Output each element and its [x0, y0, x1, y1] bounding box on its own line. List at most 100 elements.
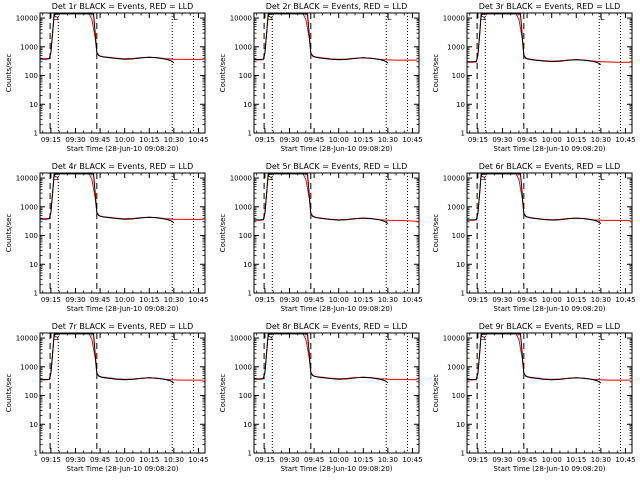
marker-label-l: L — [173, 13, 178, 22]
panel-title: Det 2r BLACK = Events, RED = LLD — [266, 2, 408, 11]
panel-title: Det 4r BLACK = Events, RED = LLD — [52, 162, 194, 171]
y-tick-label: 10 — [29, 101, 38, 109]
series-line-events — [254, 333, 389, 384]
y-tick-label: 100 — [239, 232, 252, 240]
series-line-events — [40, 173, 175, 224]
x-tick-label: 09:15 — [41, 456, 61, 464]
y-tick-label: 10 — [243, 421, 252, 429]
series-line-lld — [254, 333, 418, 381]
marker-label-l: L — [387, 13, 392, 22]
y-tick-label: 100 — [452, 72, 465, 80]
y-tick-label: 10000 — [443, 335, 465, 343]
panel-6: Det 6r BLACK = Events, RED = LLD Counts/s… — [432, 162, 636, 313]
series-line-events — [254, 173, 389, 225]
x-tick-label: 10:30 — [591, 136, 611, 144]
y-tick-label: 100 — [452, 232, 465, 240]
y-tick-label: 10000 — [230, 175, 252, 183]
y-axis-label: Counts/sec — [5, 54, 13, 93]
y-tick-label: 10000 — [443, 15, 465, 23]
series-line-events — [467, 333, 602, 384]
panel-title: Det 9r BLACK = Events, RED = LLD — [479, 322, 621, 331]
y-tick-label: 1 — [461, 290, 465, 298]
series-line-events — [467, 173, 602, 225]
panel-7: Det 7r BLACK = Events, RED = LLD Counts/s… — [5, 322, 209, 473]
x-tick-label: 09:30 — [279, 456, 299, 464]
panel-1: Det 1r BLACK = Events, RED = LLD Counts/s… — [5, 2, 209, 153]
plot-frame — [253, 12, 420, 134]
x-tick-label: 10:45 — [402, 296, 422, 304]
marker-label-l: L — [173, 333, 178, 342]
panel-title: Det 5r BLACK = Events, RED = LLD — [266, 162, 408, 171]
panel-title: Det 7r BLACK = Events, RED = LLD — [52, 322, 194, 331]
y-tick-label: 1000 — [447, 43, 465, 51]
x-tick-label: 09:15 — [468, 136, 488, 144]
series-line-events — [40, 333, 175, 384]
y-tick-label: 10 — [456, 421, 465, 429]
y-tick-label: 100 — [25, 392, 38, 400]
x-axis-label: Start Time (28-Jun-10 09:08:20) — [281, 465, 393, 473]
y-axis-label: Counts/sec — [219, 54, 227, 93]
panel-5: Det 5r BLACK = Events, RED = LLD Counts/s… — [219, 162, 423, 313]
y-tick-label: 10 — [456, 261, 465, 269]
x-tick-label: 10:15 — [353, 296, 373, 304]
panel-2: Det 2r BLACK = Events, RED = LLD Counts/s… — [219, 2, 423, 153]
x-tick-label: 10:30 — [164, 136, 184, 144]
x-tick-label: 10:45 — [402, 456, 422, 464]
x-tick-label: 09:45 — [90, 456, 110, 464]
x-axis-label: Start Time (28-Jun-10 09:08:20) — [67, 305, 179, 313]
x-axis-label: Start Time (28-Jun-10 09:08:20) — [494, 145, 606, 153]
marker-label-l: L — [600, 173, 605, 182]
y-tick-label: 1000 — [447, 363, 465, 371]
y-tick-label: 10000 — [16, 335, 38, 343]
x-tick-label: 10:15 — [139, 136, 159, 144]
marker-label-s: S — [481, 333, 486, 342]
plot-frame — [253, 332, 420, 454]
y-axis-label: Counts/sec — [5, 214, 13, 253]
y-axis-label: Counts/sec — [219, 214, 227, 253]
x-tick-label: 10:00 — [329, 136, 349, 144]
marker-label-s: S — [54, 13, 59, 22]
plot-frame — [253, 172, 420, 294]
marker-label-s: S — [54, 333, 59, 342]
x-tick-label: 09:45 — [304, 136, 324, 144]
y-tick-label: 10000 — [16, 15, 38, 23]
plot-frame — [466, 172, 633, 294]
x-tick-label: 10:45 — [188, 136, 208, 144]
y-tick-label: 10 — [29, 261, 38, 269]
y-tick-label: 1 — [248, 130, 252, 138]
x-tick-label: 10:15 — [139, 296, 159, 304]
y-tick-label: 1 — [461, 450, 465, 458]
plot-frame — [39, 172, 206, 294]
series-line-events — [467, 13, 602, 66]
y-tick-label: 10000 — [230, 335, 252, 343]
x-tick-label: 09:15 — [468, 296, 488, 304]
x-tick-label: 09:30 — [65, 136, 85, 144]
x-tick-label: 09:45 — [304, 296, 324, 304]
x-tick-label: 09:30 — [65, 456, 85, 464]
marker-label-l: L — [387, 333, 392, 342]
x-tick-label: 09:15 — [255, 136, 275, 144]
x-tick-label: 09:45 — [517, 456, 537, 464]
x-tick-label: 10:00 — [115, 296, 135, 304]
series-line-lld — [467, 173, 631, 221]
x-tick-label: 10:30 — [591, 296, 611, 304]
x-tick-label: 09:15 — [41, 136, 61, 144]
x-tick-label: 09:15 — [468, 456, 488, 464]
y-tick-label: 1 — [461, 130, 465, 138]
plot-frame — [39, 12, 206, 134]
panel-title: Det 6r BLACK = Events, RED = LLD — [479, 162, 621, 171]
x-tick-label: 09:15 — [255, 296, 275, 304]
y-axis-label: Counts/sec — [432, 374, 440, 413]
x-tick-label: 10:30 — [591, 456, 611, 464]
y-axis-label: Counts/sec — [5, 374, 13, 413]
x-tick-label: 10:45 — [402, 136, 422, 144]
series-line-events — [254, 13, 389, 64]
x-axis-label: Start Time (28-Jun-10 09:08:20) — [494, 305, 606, 313]
series-line-lld — [467, 333, 631, 381]
x-tick-label: 09:15 — [255, 456, 275, 464]
y-tick-label: 1000 — [447, 203, 465, 211]
series-line-lld — [254, 173, 418, 222]
y-axis-label: Counts/sec — [432, 214, 440, 253]
marker-label-s: S — [268, 173, 273, 182]
x-tick-label: 10:45 — [188, 296, 208, 304]
